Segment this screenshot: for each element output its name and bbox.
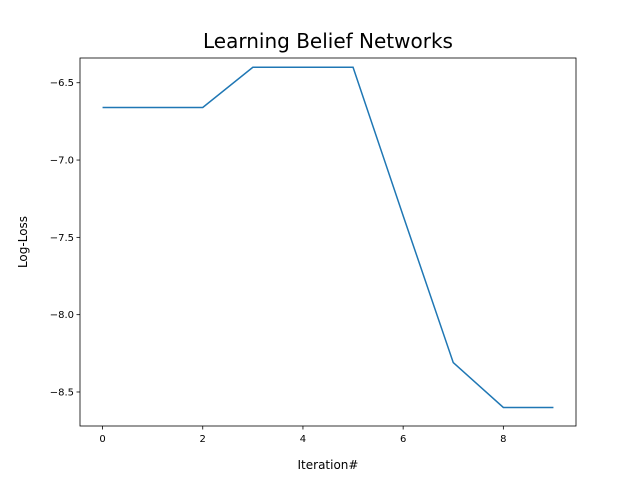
x-tick-label: 4 — [300, 434, 306, 445]
x-tick-label: 0 — [99, 434, 105, 445]
y-tick-label: −8.0 — [50, 310, 74, 321]
y-axis-label: Log-Loss — [16, 216, 30, 268]
chart-title: Learning Belief Networks — [203, 29, 453, 53]
x-axis-ticks: 0 2 4 6 8 — [99, 426, 507, 445]
x-axis-label: Iteration# — [298, 458, 359, 472]
x-tick-label: 8 — [500, 434, 506, 445]
y-tick-label: −7.5 — [50, 233, 74, 244]
x-tick-label: 6 — [400, 434, 406, 445]
y-tick-label: −6.5 — [50, 78, 74, 89]
y-axis-ticks: −6.5 −7.0 −7.5 −8.0 −8.5 — [50, 78, 80, 398]
series-line — [102, 66, 554, 409]
series-group — [102, 66, 554, 409]
plot-area-frame — [79, 57, 577, 427]
y-tick-label: −8.5 — [50, 387, 74, 398]
y-tick-label: −7.0 — [50, 156, 74, 167]
x-tick-label: 2 — [200, 434, 206, 445]
